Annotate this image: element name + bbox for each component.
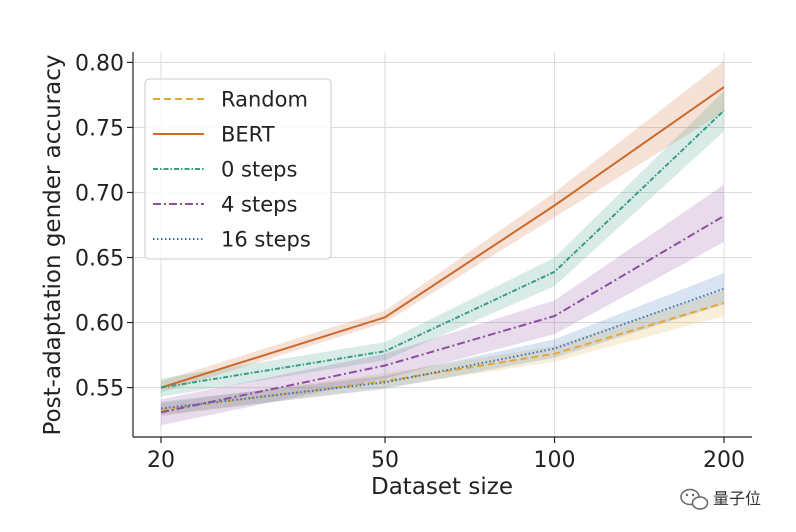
y-tick-label: 0.65	[75, 247, 124, 272]
x-tick-label: 20	[147, 448, 175, 473]
axes	[132, 52, 752, 438]
y-ticks: 0.55 0.60 0.65 0.70 0.75 0.80	[75, 51, 133, 402]
x-axis-label: Dataset size	[371, 474, 513, 500]
x-ticks: 20 50 100 200	[147, 437, 745, 473]
watermark: 量子位	[680, 488, 761, 510]
series-line-bert	[160, 86, 725, 389]
y-tick-label: 0.55	[75, 377, 124, 402]
watermark-text: 量子位	[713, 489, 761, 508]
legend-label-0-steps: 0 steps	[221, 158, 297, 182]
series-line-0-steps	[160, 109, 725, 389]
band-random	[161, 290, 724, 417]
y-tick-label: 0.70	[75, 181, 124, 206]
series-lines	[160, 86, 725, 414]
y-tick-label: 0.80	[75, 51, 124, 76]
y-tick-label: 0.60	[75, 312, 124, 337]
series-line-16-steps	[160, 287, 725, 410]
x-tick-label: 100	[534, 448, 576, 473]
x-tick-label: 200	[703, 448, 745, 473]
legend-label-bert: BERT	[221, 123, 275, 147]
x-tick-label: 50	[371, 448, 399, 473]
legend-label-16-steps: 16 steps	[221, 228, 311, 252]
y-axis-label: Post-adaptation gender accuracy	[40, 55, 66, 436]
series-line-4-steps	[160, 215, 725, 414]
legend-label-4-steps: 4 steps	[221, 193, 297, 217]
wechat-icon	[680, 488, 709, 510]
legend-frame	[144, 78, 332, 260]
legend: Random BERT 0 steps 4 steps 16 steps	[144, 78, 332, 260]
band-16-steps	[161, 273, 724, 415]
legend-label-random: Random	[221, 88, 308, 112]
y-tick-label: 0.75	[75, 116, 124, 141]
